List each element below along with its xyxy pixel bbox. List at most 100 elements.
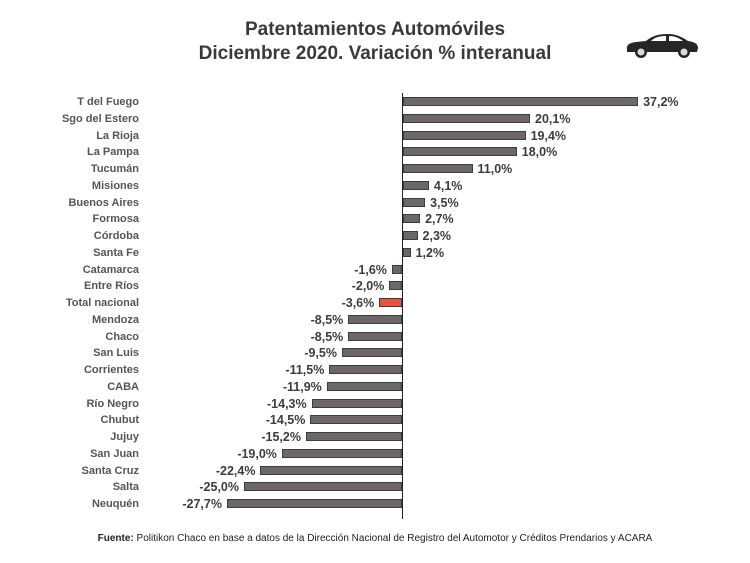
category-label: Misiones xyxy=(91,179,139,192)
source-label: Fuente: xyxy=(97,533,134,544)
value-label: -11,5% xyxy=(285,363,325,377)
bar xyxy=(403,113,531,123)
category-label: San Luis xyxy=(93,347,139,360)
bar-row: San Luis -9,5% xyxy=(0,345,750,361)
source-text: Politikon Chaco en base a datos de la Di… xyxy=(133,533,653,544)
value-label: -14,5% xyxy=(265,413,306,428)
category-label: Santa Fe xyxy=(93,246,139,259)
bar-row: CABA -11,9% xyxy=(0,379,750,395)
bar xyxy=(348,331,402,341)
bar xyxy=(403,130,526,140)
chart-title-line1: Patentamientos Automóviles xyxy=(244,19,506,40)
bar-row: Chaco -8,5% xyxy=(0,329,750,345)
category-label: Mendoza xyxy=(91,313,139,326)
category-label: Salta xyxy=(112,481,139,494)
category-label: Corrientes xyxy=(83,364,139,376)
bar xyxy=(389,281,402,291)
value-label: 37,2% xyxy=(643,95,679,109)
category-label: Entre Ríos xyxy=(83,280,139,293)
bar xyxy=(391,264,402,274)
chart-title: Patentamientos Automóviles Diciembre 202… xyxy=(0,18,750,66)
bar-row: Tucumán 11,0% xyxy=(0,161,750,177)
value-label: 20,1% xyxy=(535,111,571,126)
value-label: 2,3% xyxy=(422,229,452,243)
value-label: -11,9% xyxy=(282,379,322,394)
category-label: Río Negro xyxy=(86,397,139,410)
bar-row: T del Fuego 37,2% xyxy=(0,94,750,110)
bar-row: Entre Ríos -2,0% xyxy=(0,278,750,294)
category-label: Catamarca xyxy=(82,263,139,276)
highlight-bar xyxy=(379,298,402,307)
category-label: Total nacional xyxy=(65,297,139,309)
category-label: La Pampa xyxy=(87,146,139,159)
bar-row: Córdoba 2,3% xyxy=(0,228,750,244)
bar-row: Jujuy -15,2% xyxy=(0,429,750,445)
bar xyxy=(403,247,411,257)
value-label: -1,6% xyxy=(354,262,387,277)
value-label: -19,0% xyxy=(237,446,277,461)
category-label: Córdoba xyxy=(93,230,139,242)
source-note: Fuente: Politikon Chaco en base a datos … xyxy=(0,533,750,544)
bar-row: Río Negro -14,3% xyxy=(0,396,750,412)
bar xyxy=(403,231,418,240)
value-label: 11,0% xyxy=(477,162,513,176)
chart-title-line2: Diciembre 2020. Variación % interanual xyxy=(198,43,552,64)
bar-row: La Rioja 19,4% xyxy=(0,128,750,144)
value-label: -8,5% xyxy=(310,329,344,344)
bar-row: Salta -25,0% xyxy=(0,479,750,495)
value-label: -3,6% xyxy=(341,296,375,310)
value-label: 1,2% xyxy=(415,245,445,260)
bar xyxy=(311,398,402,408)
value-label: -2,0% xyxy=(351,279,385,294)
bar-row: San Juan -19,0% xyxy=(0,446,750,462)
bar-row: Formosa 2,7% xyxy=(0,211,750,227)
category-label: Tucumán xyxy=(90,163,139,175)
value-label: 19,4% xyxy=(530,128,567,143)
value-label: 2,7% xyxy=(425,212,454,227)
bar xyxy=(403,97,639,106)
category-label: Sgo del Estero xyxy=(61,112,139,125)
bar-row: Corrientes -11,5% xyxy=(0,362,750,378)
value-label: -14,3% xyxy=(267,396,307,411)
bar xyxy=(403,164,473,173)
category-label: Formosa xyxy=(92,213,139,226)
value-label: -15,2% xyxy=(261,430,301,444)
bar xyxy=(403,214,421,224)
bar-row: Santa Cruz -22,4% xyxy=(0,463,750,479)
bar-row: Santa Fe 1,2% xyxy=(0,245,750,261)
value-label: -25,0% xyxy=(199,480,239,495)
bar xyxy=(341,348,402,358)
bar xyxy=(329,365,402,374)
bar xyxy=(403,180,429,190)
value-label: -8,5% xyxy=(310,312,344,327)
zero-axis xyxy=(402,93,403,519)
bar-row: Mendoza -8,5% xyxy=(0,312,750,328)
category-label: San Juan xyxy=(90,447,139,460)
bar xyxy=(226,499,402,508)
bar xyxy=(348,314,402,324)
value-label: 3,5% xyxy=(430,195,459,210)
category-label: T del Fuego xyxy=(77,96,139,108)
bar-row: Total nacional -3,6% xyxy=(0,295,750,311)
bar xyxy=(305,432,402,441)
category-label: Chaco xyxy=(105,330,139,343)
bar-row: Buenos Aires 3,5% xyxy=(0,195,750,211)
category-label: CABA xyxy=(107,380,139,393)
bar xyxy=(403,197,426,207)
value-label: -27,7% xyxy=(182,497,222,511)
bar-row: La Pampa 18,0% xyxy=(0,144,750,160)
value-label: -22,4% xyxy=(215,463,256,478)
bar-row: Sgo del Estero 20,1% xyxy=(0,111,750,127)
bar-row: Catamarca -1,6% xyxy=(0,262,750,278)
bar xyxy=(244,482,402,492)
bar xyxy=(310,415,402,425)
bar xyxy=(260,465,402,475)
bar xyxy=(281,448,402,458)
category-label: Chubut xyxy=(100,414,139,427)
value-label: 18,0% xyxy=(521,145,558,160)
category-label: Santa Cruz xyxy=(81,464,139,477)
category-label: Neuquén xyxy=(91,498,139,510)
category-label: Jujuy xyxy=(110,431,139,443)
bar-row: Misiones 4,1% xyxy=(0,178,750,194)
